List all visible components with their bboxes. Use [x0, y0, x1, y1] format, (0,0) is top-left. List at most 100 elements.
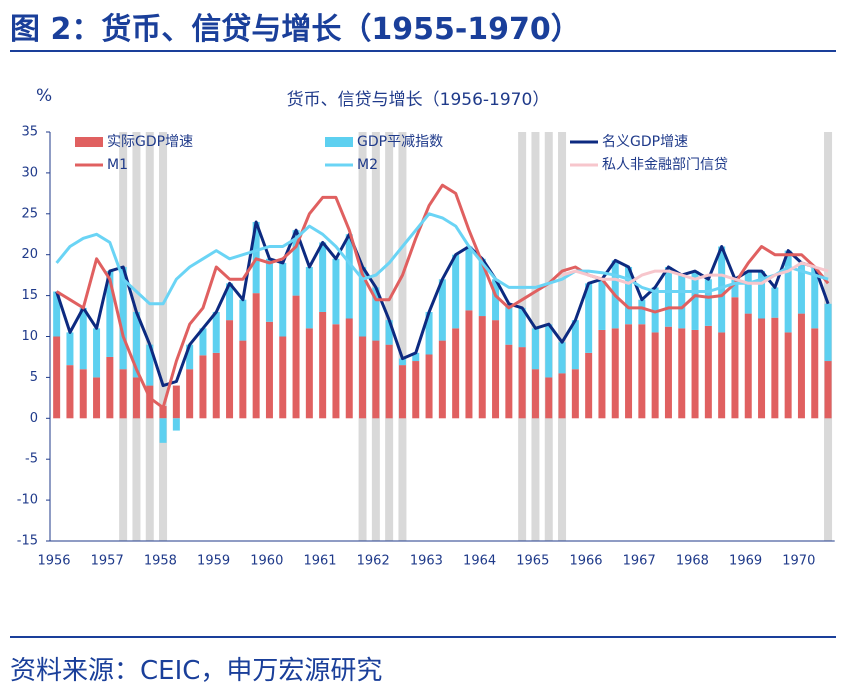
- stack-bar: [518, 307, 526, 348]
- bar: [784, 332, 792, 419]
- stack-bar: [691, 271, 699, 330]
- header-title: 图 2：货币、信贷与增长（1955-1970）: [10, 12, 581, 47]
- x-tick-label: 1958: [144, 554, 177, 569]
- bar: [212, 352, 220, 419]
- bar: [771, 317, 779, 419]
- bar: [625, 324, 633, 419]
- stack-bar: [505, 303, 513, 345]
- bar: [425, 354, 433, 419]
- chart: 货币、信贷与增长（1956-1970） % -15 -10 -5 0 5 10 15 20 25…: [17, 86, 835, 569]
- x-tick-label: 1960: [250, 554, 283, 569]
- shade-band: [558, 132, 567, 541]
- chart-title: 货币、信贷与增长（1956-1970）: [287, 90, 550, 110]
- y-tick-label: -15: [17, 534, 38, 549]
- bar: [146, 385, 154, 419]
- bar: [132, 377, 140, 419]
- legend-swatch: [325, 137, 353, 147]
- stack-bar: [332, 258, 340, 325]
- stack-bar: [319, 242, 327, 312]
- stack-bar: [744, 271, 752, 314]
- y-tick-label: 5: [30, 370, 38, 385]
- bar: [611, 328, 619, 419]
- legend-swatch: [75, 137, 103, 147]
- stack-bar: [651, 287, 659, 333]
- stack-bar: [372, 287, 380, 341]
- stack-bar: [824, 303, 832, 362]
- stack-bar: [452, 254, 460, 329]
- bar: [585, 352, 593, 419]
- y-tick-label: 30: [21, 165, 38, 180]
- bar: [797, 313, 805, 419]
- line: [55, 220, 830, 388]
- stack-bar: [638, 299, 646, 325]
- stack-bar: [718, 246, 726, 333]
- bar: [811, 328, 819, 419]
- bar: [664, 326, 672, 419]
- bar: [345, 318, 353, 419]
- footer-source: 资料来源：CEIC，申万宏源研究: [10, 656, 383, 686]
- bar: [691, 329, 699, 419]
- stack-bar: [771, 287, 779, 318]
- bar: [93, 377, 101, 419]
- footer-rule: [10, 636, 836, 638]
- bar: [79, 369, 87, 419]
- stack-bar: [412, 352, 420, 362]
- stack-bar: [625, 266, 633, 325]
- x-tick-label: 1970: [782, 554, 815, 569]
- stack-bar: [465, 246, 473, 311]
- bar: [279, 336, 287, 419]
- stack-bar: [545, 324, 553, 378]
- bar: [53, 336, 61, 419]
- bar: [398, 365, 406, 419]
- stack-bar: [731, 279, 739, 298]
- bar: [199, 355, 207, 419]
- y-label: %: [36, 86, 52, 106]
- bar: [704, 325, 712, 419]
- stack-bar: [385, 320, 393, 345]
- x-tick-label: 1968: [676, 554, 709, 569]
- line: [561, 261, 829, 285]
- bar: [385, 344, 393, 419]
- legend-label: 私人非金融部门信贷: [602, 157, 728, 173]
- shade-band: [145, 132, 154, 541]
- stack-bar: [305, 266, 313, 329]
- bar: [226, 320, 234, 419]
- line: [55, 212, 829, 306]
- bar: [731, 297, 739, 419]
- stack-bar: [784, 250, 792, 333]
- bar: [571, 369, 579, 419]
- x-tick-label: 1966: [569, 554, 602, 569]
- stack-bar: [758, 271, 766, 319]
- bar: [332, 324, 340, 419]
- stack-bar: [53, 291, 61, 337]
- stack-bar: [398, 358, 406, 366]
- y-tick-label: -10: [17, 493, 38, 508]
- legend-label: GDP平减指数: [357, 134, 443, 150]
- y-tick-label: 25: [21, 206, 38, 221]
- x-tick-label: 1969: [729, 554, 762, 569]
- bar: [186, 369, 194, 419]
- shade-band: [398, 132, 407, 541]
- legend-label: M1: [107, 157, 128, 173]
- stack-bar: [172, 418, 180, 431]
- y-tick-label: 20: [21, 247, 38, 262]
- bar: [545, 377, 553, 419]
- y-tick-label: 15: [21, 288, 38, 303]
- stack-bar: [797, 262, 805, 314]
- stack-bar: [119, 266, 127, 370]
- stack-bar: [146, 344, 154, 386]
- y-tick-label: -5: [25, 452, 38, 467]
- bar: [359, 336, 367, 419]
- legend-label: 名义GDP增速: [602, 134, 688, 150]
- bar: [106, 356, 114, 419]
- bar: [438, 340, 446, 419]
- stack-bar: [93, 328, 101, 378]
- bar: [239, 340, 247, 419]
- bar: [265, 321, 273, 419]
- bar: [505, 344, 513, 419]
- bar: [159, 406, 167, 419]
- x-tick-label: 1963: [410, 554, 443, 569]
- stack-bar: [425, 311, 433, 355]
- bar: [252, 293, 260, 419]
